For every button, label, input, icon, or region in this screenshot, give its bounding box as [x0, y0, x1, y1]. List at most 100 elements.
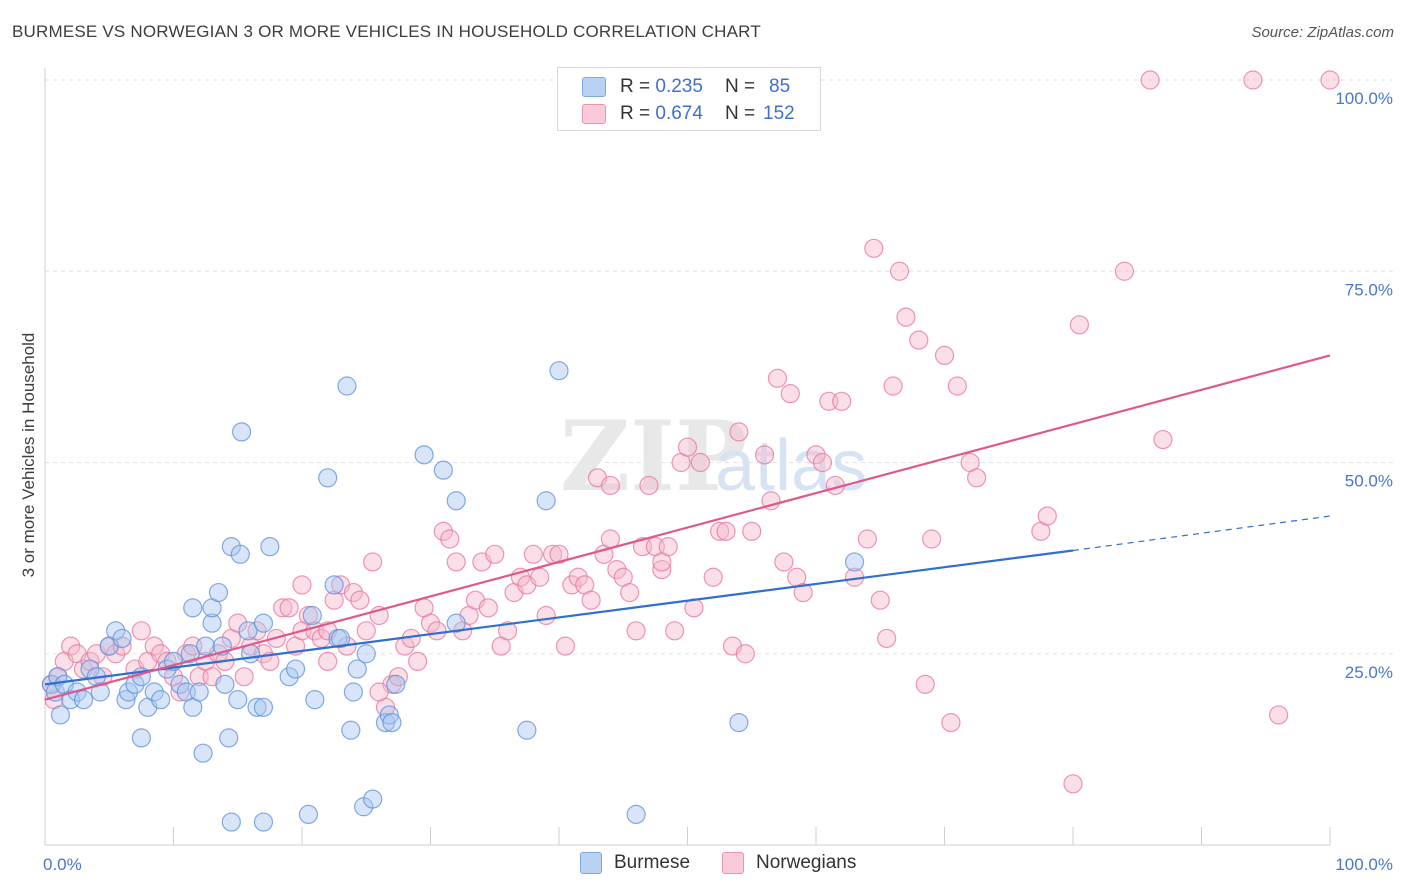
burmese-point-50: [298, 804, 319, 825]
norwegians-point-102: [703, 567, 723, 587]
burmese-point-66: [382, 712, 402, 733]
norwegians-point-50: [363, 552, 383, 572]
norwegians-point-79: [549, 544, 569, 564]
norwegians-point-61: [433, 521, 453, 541]
burmese-point-13: [112, 628, 132, 649]
burmese-point-41: [232, 422, 252, 442]
burmese-point-42: [238, 621, 258, 641]
norwegians-point-34: [260, 651, 280, 672]
bottom-legend-norwegians: Norwegians: [722, 852, 856, 874]
norwegians-point-124: [870, 590, 890, 610]
burmese-point-21: [151, 690, 171, 710]
bottom-legend-label-burmese: Burmese: [614, 852, 691, 873]
norwegians-point-82: [568, 567, 588, 587]
norwegians-point-14: [131, 621, 151, 641]
x-tick-label-min: 0.0%: [43, 855, 82, 874]
norwegians-point-48: [350, 590, 370, 610]
norwegians-point-123: [864, 238, 884, 258]
burmese-point-79: [221, 812, 241, 832]
norwegians-point-138: [1037, 506, 1057, 526]
burmese-point-47: [260, 537, 280, 557]
norwegians-point-37: [279, 598, 299, 618]
norwegians-point-130: [915, 674, 935, 694]
burmese-point-70: [446, 491, 466, 511]
norwegians-point-106: [729, 422, 749, 442]
tick-labels: 25.0% 50.0% 75.0% 100.0% 0.0% 100.0%: [43, 89, 1393, 874]
norwegians-point-95: [652, 559, 672, 580]
burmese-point-76: [729, 712, 749, 733]
norwegians-point-122: [857, 529, 878, 549]
norwegians-point-142: [1140, 70, 1160, 90]
y-tick-label-75: 75.0%: [1345, 280, 1393, 299]
legend-row-burmese: R = 0.235 N = 85: [582, 74, 790, 100]
burmese-point-51: [302, 605, 322, 626]
norwegians-point-112: [774, 552, 794, 572]
norwegians-point-129: [909, 330, 929, 350]
burmese-point-34: [208, 582, 229, 603]
burmese-point-26: [180, 644, 200, 664]
axes: [44, 68, 1331, 846]
norwegians-point-113: [780, 384, 800, 404]
legend-r-label: R =: [620, 103, 651, 124]
burmese-point-74: [549, 361, 569, 381]
norwegians-point-116: [806, 445, 826, 465]
norwegians-point-126: [883, 376, 903, 396]
norwegians-point-117: [812, 452, 833, 473]
legend: R = 0.235 N = 85 R = 0.674 N = 152: [557, 67, 821, 131]
norwegians-point-136: [967, 468, 987, 488]
norwegians-point-144: [1243, 70, 1263, 90]
norwegians-point-111: [767, 368, 788, 388]
legend-r-label: R =: [620, 76, 651, 97]
trend-lines: [44, 354, 1331, 701]
burmese-point-18: [131, 728, 151, 748]
norwegians-point-30: [234, 667, 254, 687]
watermark-zip: ZIP: [560, 400, 747, 513]
norwegians-point-36: [273, 598, 293, 618]
source-label: Source: ZipAtlas.com: [1251, 24, 1394, 41]
norwegians-point-128: [896, 307, 916, 327]
legend-row-norwegians: R = 0.674 N = 152: [582, 101, 795, 127]
burmese-point-40: [230, 544, 250, 564]
burmese-point-48: [279, 667, 299, 687]
burmese-point-69: [433, 460, 453, 480]
burmese-point-29: [189, 682, 209, 702]
burmese-point-45: [253, 613, 274, 633]
norwegians-points: [41, 70, 1340, 794]
norwegians-point-133: [941, 712, 961, 733]
norwegians-point-97: [665, 621, 685, 641]
legend-r-value: 0.674: [655, 103, 703, 124]
norwegians-point-59: [420, 613, 441, 633]
burmese-point-67: [386, 674, 406, 694]
norwegians-point-147: [600, 475, 621, 496]
burmese-point-3: [50, 705, 71, 725]
norwegians-point-150: [652, 552, 672, 572]
burmese-point-52: [305, 690, 325, 710]
burmese-point-75: [626, 804, 646, 825]
burmese-point-30: [193, 743, 213, 763]
watermark-atlas: atlas: [715, 426, 867, 506]
y-tick-label-50: 50.0%: [1345, 472, 1393, 491]
grid-lines: [45, 79, 1395, 655]
burmese-point-44: [247, 697, 267, 717]
norwegians-point-90: [620, 582, 640, 603]
norwegians-point-16: [144, 636, 164, 656]
burmese-point-15: [118, 682, 139, 702]
burmese-point-72: [517, 720, 537, 740]
norwegians-point-47: [343, 582, 363, 603]
bottom-legend: Burmese Norwegians: [0, 852, 1406, 878]
burmese-point-12: [106, 621, 126, 641]
norwegians-point-87: [600, 529, 621, 549]
norwegians-point-93: [639, 475, 659, 496]
burmese-point-68: [414, 445, 434, 465]
y-axis-label: 3 or more Vehicles in Household: [19, 333, 38, 578]
norwegians-point-60: [427, 621, 447, 641]
burmese-point-7: [73, 690, 94, 710]
norwegians-point-120: [832, 391, 852, 411]
burmese-point-78: [253, 812, 274, 832]
norwegians-point-69: [485, 544, 505, 564]
burmese-point-10: [90, 682, 110, 702]
burmese-point-54: [324, 575, 344, 595]
norwegians-point-107: [735, 644, 755, 664]
norwegians-point-141: [1114, 261, 1135, 281]
norwegians-point-125: [877, 628, 897, 649]
